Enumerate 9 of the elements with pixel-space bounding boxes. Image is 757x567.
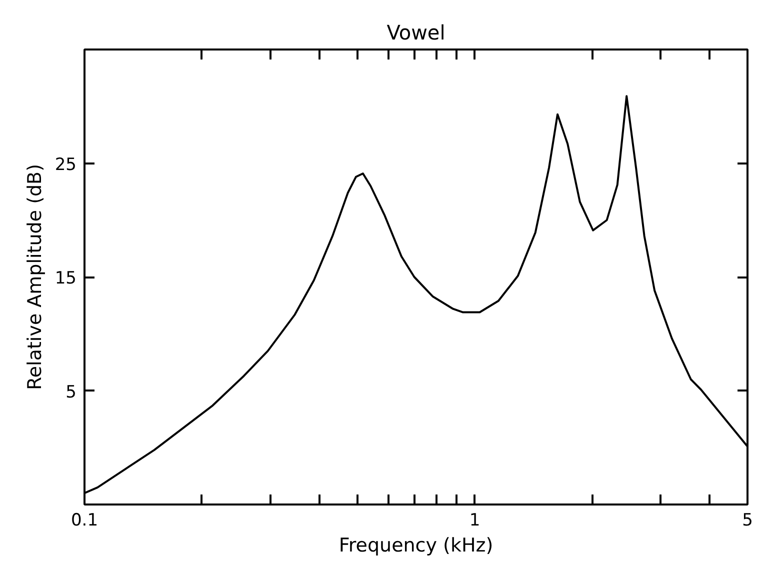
y-tick-label: 15 [54,268,77,288]
y-tick-label: 25 [54,154,77,175]
y-tick-label: 5 [66,382,77,402]
y-axis-title: Relative Amplitude (dB) [24,164,46,390]
x-tick-label: 5 [742,510,753,530]
chart-title: Vowel [386,20,446,44]
x-axis-title: Frequency (kHz) [338,534,494,556]
x-tick-label: 0.1 [70,510,98,530]
x-tick-label: 1 [469,510,480,530]
